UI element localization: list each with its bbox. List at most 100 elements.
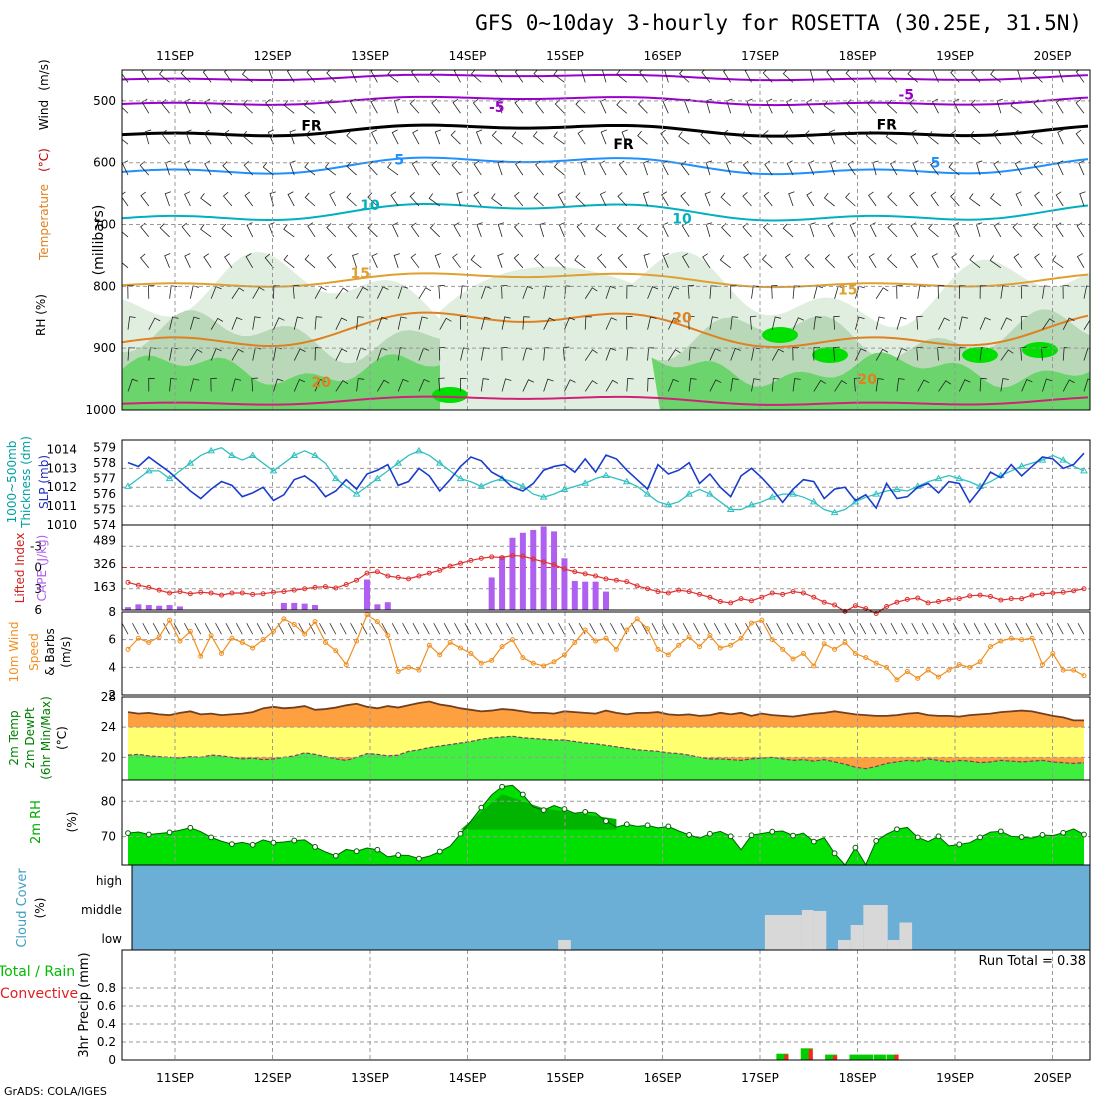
wind-barb bbox=[558, 192, 564, 206]
wind-barb bbox=[929, 224, 939, 237]
rh2m-dark-area bbox=[461, 794, 617, 829]
thickness-axis-label-1: 1000~500mb bbox=[5, 441, 19, 524]
wind-barb bbox=[991, 193, 1001, 206]
panel-cloud-cover: highmiddlelowCloud Cover (%) bbox=[15, 865, 1090, 950]
cape-bar bbox=[603, 592, 609, 610]
surface-wind-barb bbox=[569, 623, 575, 634]
wind-axis-label-1: 10m Wind bbox=[7, 622, 21, 683]
wind-barb bbox=[576, 100, 585, 113]
surface-wind-barb bbox=[818, 623, 824, 634]
wind-barb bbox=[971, 100, 980, 113]
precip-tick: 0.6 bbox=[97, 999, 116, 1013]
wind-tick: 8 bbox=[108, 605, 116, 619]
wind-barb bbox=[471, 255, 481, 268]
precip-convective-bar bbox=[809, 1049, 813, 1060]
legend-wind: Wind bbox=[37, 100, 51, 130]
surface-wind-barb bbox=[413, 623, 419, 634]
wind-barb bbox=[492, 193, 502, 206]
rh2m-marker bbox=[666, 824, 671, 829]
surface-wind-barb bbox=[226, 623, 232, 634]
rh2m-marker bbox=[396, 853, 401, 858]
wind-barb bbox=[846, 69, 855, 82]
low-cloud-block bbox=[899, 923, 912, 951]
surface-wind-barb bbox=[330, 623, 336, 634]
wind-barb bbox=[578, 130, 585, 144]
contour-label: 15 bbox=[351, 266, 370, 282]
surface-wind-barb bbox=[1026, 623, 1032, 634]
cloud-level-label: high bbox=[96, 874, 122, 888]
rh2m-marker bbox=[624, 822, 629, 827]
wind-barb bbox=[534, 254, 543, 267]
rh2m-marker bbox=[708, 831, 713, 836]
wind-barb bbox=[1077, 254, 1084, 268]
wind-barb bbox=[993, 130, 1001, 144]
contour-label: -5 bbox=[489, 100, 505, 116]
surface-wind-barb bbox=[610, 623, 616, 634]
cape-bar bbox=[135, 604, 141, 610]
rh2m-marker bbox=[146, 832, 151, 837]
pressure-axis-label: (millibars) bbox=[91, 205, 107, 276]
wind-barb bbox=[119, 100, 128, 113]
wind-barb bbox=[223, 162, 232, 175]
low-cloud-block bbox=[863, 905, 887, 950]
surface-wind-barb bbox=[642, 623, 648, 634]
surface-wind-barb bbox=[1057, 623, 1063, 634]
wind-barb bbox=[764, 192, 772, 206]
wind-barb bbox=[492, 131, 502, 144]
surface-wind-barb bbox=[527, 623, 533, 634]
date-label-top: 15SEP bbox=[546, 49, 584, 63]
surface-wind-barb bbox=[766, 623, 772, 634]
surface-wind-barb bbox=[122, 623, 128, 634]
cape-tick: 326 bbox=[93, 557, 116, 571]
cape-bar bbox=[302, 604, 308, 610]
cape-bar bbox=[146, 605, 152, 610]
surface-wind-barb bbox=[984, 623, 990, 634]
surface-wind-barb bbox=[912, 623, 918, 634]
slp-tick: 1013 bbox=[46, 461, 77, 475]
cape-bar bbox=[177, 606, 183, 610]
surface-wind-barb bbox=[870, 623, 876, 634]
rh2m-marker bbox=[292, 838, 297, 843]
rh2m-marker bbox=[562, 807, 567, 812]
date-label-bottom: 16SEP bbox=[644, 1071, 682, 1085]
cape-bar bbox=[530, 530, 536, 610]
wind-barb bbox=[793, 286, 800, 299]
rh2m-marker bbox=[978, 835, 983, 840]
wind-barb bbox=[824, 193, 834, 206]
wind-barb bbox=[814, 286, 823, 299]
wind-barb bbox=[1014, 254, 1022, 268]
precip-convective-bar bbox=[784, 1055, 788, 1060]
surface-wind-barb bbox=[216, 623, 222, 634]
wind-barb bbox=[498, 254, 504, 268]
wind-barb bbox=[330, 192, 336, 206]
contour-label: 20 bbox=[858, 372, 878, 388]
wind-barb bbox=[327, 223, 336, 237]
temp-axis-label: 2m Temp bbox=[7, 710, 21, 765]
wind-barb bbox=[1058, 130, 1063, 144]
wind-barb bbox=[284, 224, 294, 237]
wind-barb bbox=[743, 223, 752, 237]
wind-barb bbox=[435, 130, 441, 144]
wind-barb bbox=[744, 254, 752, 268]
wind-barb bbox=[372, 130, 378, 144]
surface-wind-barb bbox=[153, 623, 159, 634]
wind-barb bbox=[577, 223, 585, 237]
rh2m-marker bbox=[126, 831, 131, 836]
date-label-bottom: 19SEP bbox=[936, 1071, 974, 1085]
wind-barb bbox=[347, 131, 357, 144]
wind-barb bbox=[897, 286, 903, 299]
cape-bar bbox=[364, 580, 370, 610]
grads-credit: GrADS: COLA/IGES bbox=[4, 1085, 107, 1098]
slp-tick: 1011 bbox=[46, 499, 77, 513]
wind-barb bbox=[201, 224, 211, 237]
surface-wind-barb bbox=[517, 623, 523, 634]
surface-wind-barb bbox=[434, 623, 440, 634]
surface-wind-barb bbox=[1005, 623, 1011, 634]
legend-rh: RH (%) bbox=[34, 294, 48, 336]
cape-bar bbox=[374, 604, 380, 610]
wind-barb bbox=[869, 254, 876, 268]
rh-patch-90 bbox=[762, 327, 798, 343]
thickness-tick: 576 bbox=[93, 487, 116, 501]
wind-barb bbox=[596, 224, 606, 237]
surface-wind-barb bbox=[860, 623, 866, 634]
